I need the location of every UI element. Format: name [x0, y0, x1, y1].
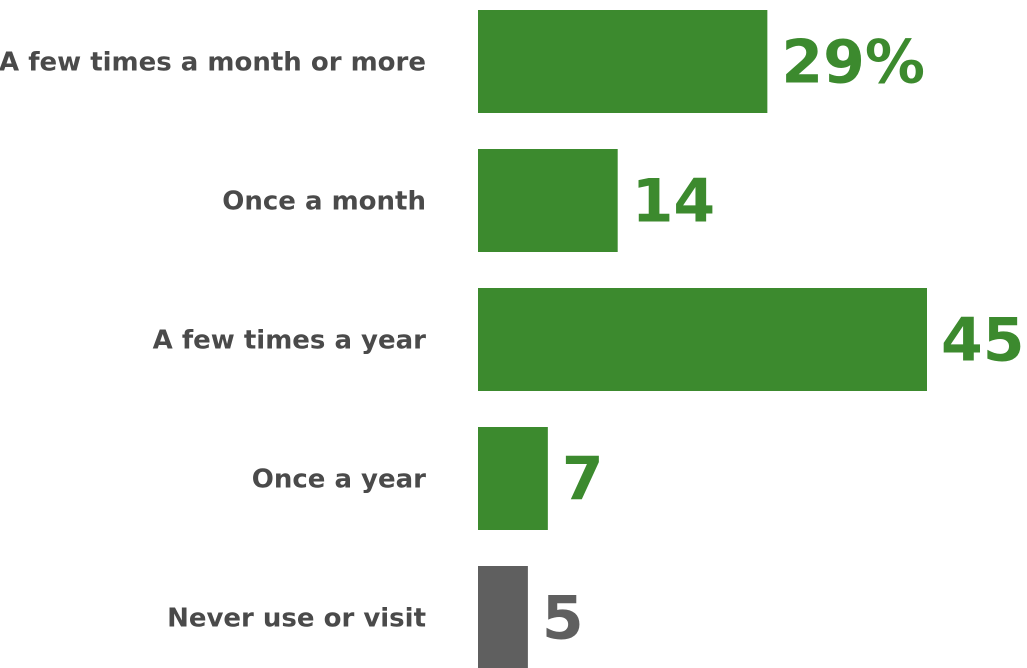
labels-layer: A few times a month or more 29% Once a mon…	[0, 28, 1025, 654]
value-label: 7	[562, 445, 604, 515]
value-label: 5	[542, 584, 584, 654]
value-label: 45	[941, 306, 1025, 376]
category-label: A few times a month or more	[0, 48, 426, 78]
bar	[478, 427, 548, 530]
category-label: Never use or visit	[167, 604, 426, 634]
category-label: A few times a year	[153, 326, 427, 356]
bar	[478, 566, 528, 668]
value-label: 14	[632, 167, 716, 237]
value-label: 29%	[781, 28, 925, 98]
category-label: Once a month	[222, 187, 426, 217]
bar	[478, 149, 618, 252]
category-label: Once a year	[252, 465, 426, 495]
bar	[478, 10, 768, 113]
bar	[478, 288, 927, 391]
bars-layer	[478, 10, 927, 668]
